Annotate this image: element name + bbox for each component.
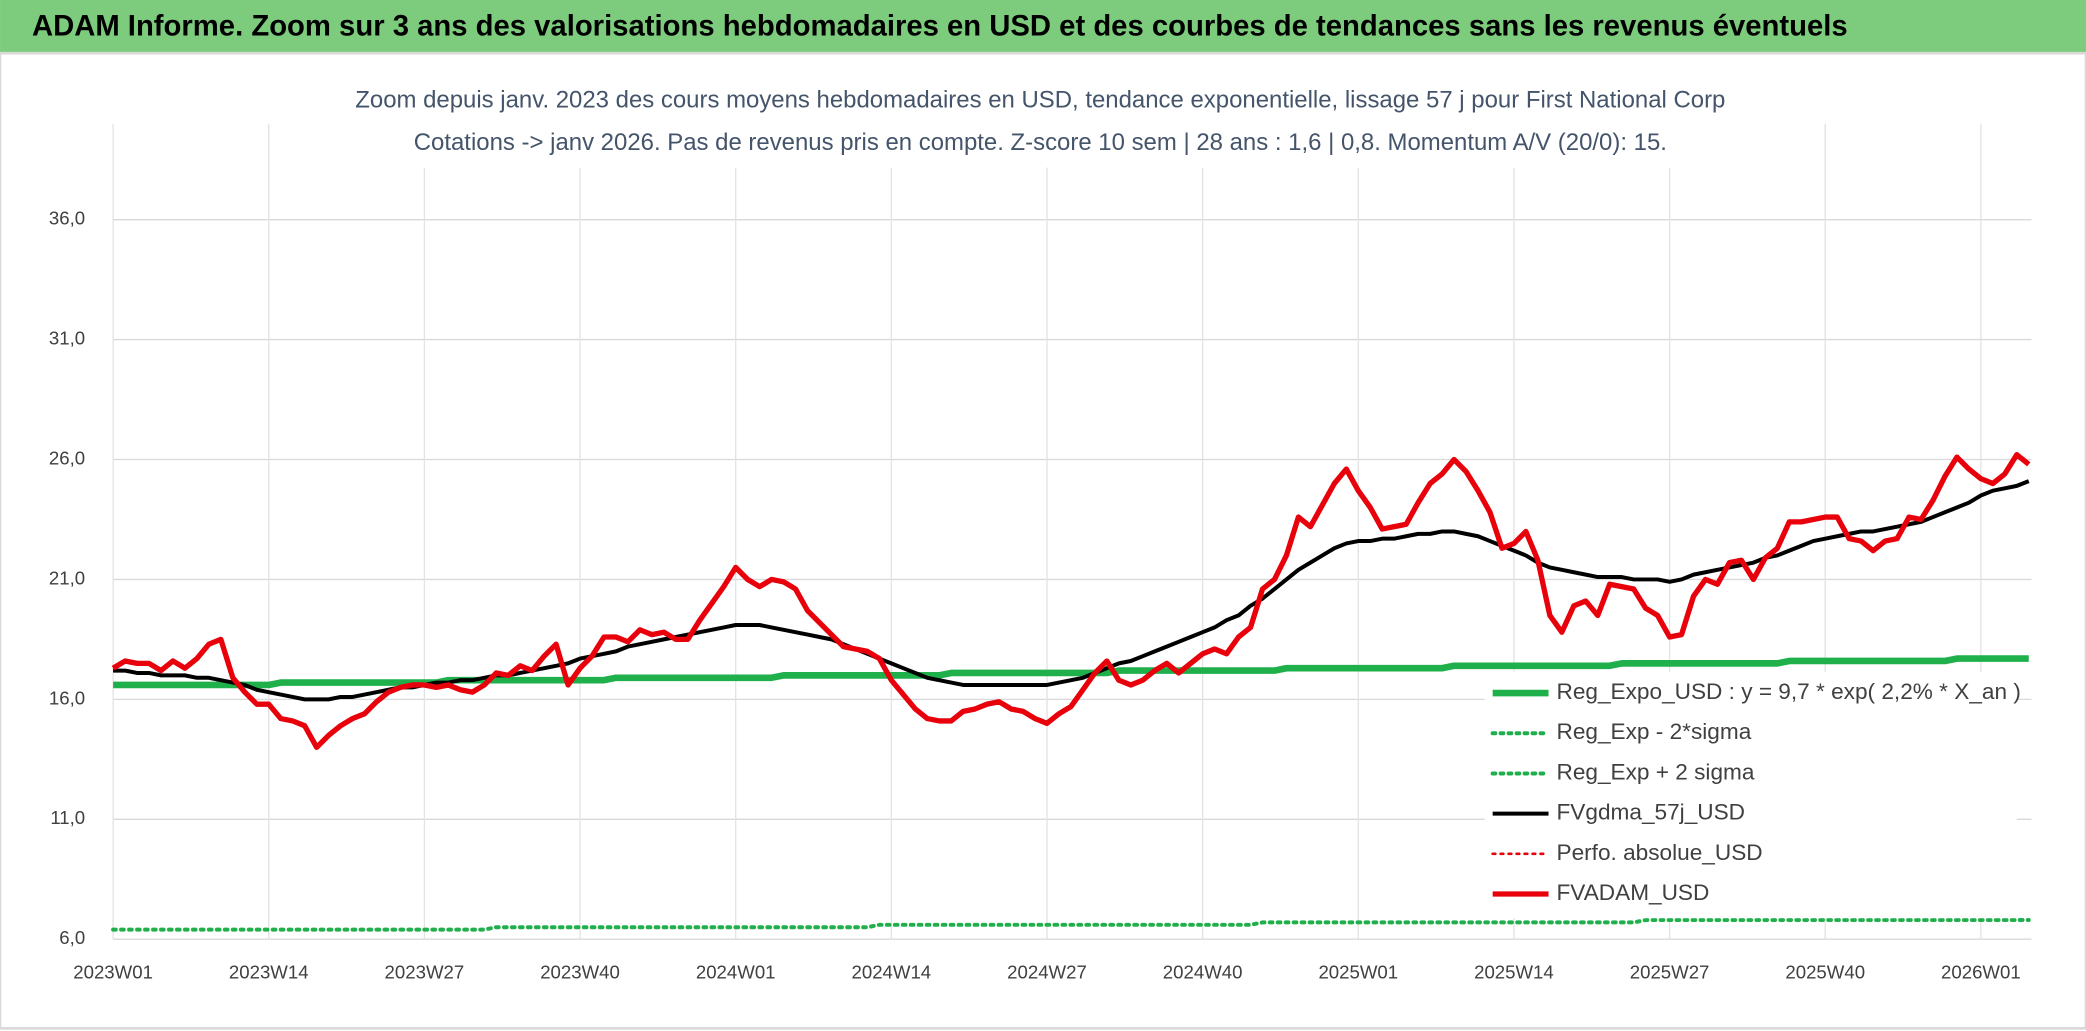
subtitle-line: Zoom depuis janv. 2023 des cours moyens …: [355, 86, 1725, 113]
x-tick-label: 2025W14: [1474, 962, 1554, 983]
x-tick-label: 2025W01: [1318, 962, 1398, 983]
x-tick-label: 2024W14: [852, 962, 932, 983]
series-line: [113, 479, 2030, 702]
y-tick-label: 16,0: [49, 687, 85, 708]
legend-label: Perfo. absolue_USD: [1557, 840, 1763, 865]
y-tick-label: 36,0: [49, 208, 85, 229]
x-tick-label: 2024W27: [1007, 962, 1087, 983]
series-line: [111, 452, 2031, 750]
x-tick-label: 2024W01: [696, 962, 776, 983]
legend-label: Reg_Exp + 2 sigma: [1557, 759, 1755, 784]
subtitle-line: Cotations -> janv 2026. Pas de revenus p…: [414, 129, 1667, 156]
x-tick-label: 2023W14: [229, 962, 309, 983]
legend-label: Reg_Expo_USD : y = 9,7 * exp( 2,2% * X_a…: [1557, 679, 2021, 704]
header-bar: [0, 0, 2086, 54]
y-tick-label: 31,0: [49, 328, 85, 349]
series-line: [111, 918, 2031, 932]
x-tick-label: 2025W40: [1785, 962, 1865, 983]
y-tick-label: 21,0: [49, 567, 85, 588]
legend-label: FVgdma_57j_USD: [1557, 800, 1746, 825]
x-tick-label: 2025W27: [1630, 962, 1710, 983]
y-tick-label: 6,0: [59, 927, 85, 948]
x-tick-label: 2023W27: [385, 962, 465, 983]
x-tick-label: 2026W01: [1941, 962, 2021, 983]
x-tick-label: 2024W40: [1163, 962, 1243, 983]
subtitle-box: [319, 79, 1763, 168]
legend: Reg_Expo_USD : y = 9,7 * exp( 2,2% * X_a…: [1484, 671, 2021, 919]
x-tick-label: 2023W40: [540, 962, 620, 983]
y-tick-label: 26,0: [49, 447, 85, 468]
legend-label: FVADAM_USD: [1557, 880, 1710, 905]
x-tick-label: 2023W01: [73, 962, 153, 983]
legend-box: [1484, 671, 2017, 919]
y-tick-label: 11,0: [50, 807, 85, 828]
legend-label: Reg_Exp - 2*sigma: [1557, 719, 1752, 744]
chart-title: ADAM Informe. Zoom sur 3 ans des valoris…: [32, 11, 1848, 43]
